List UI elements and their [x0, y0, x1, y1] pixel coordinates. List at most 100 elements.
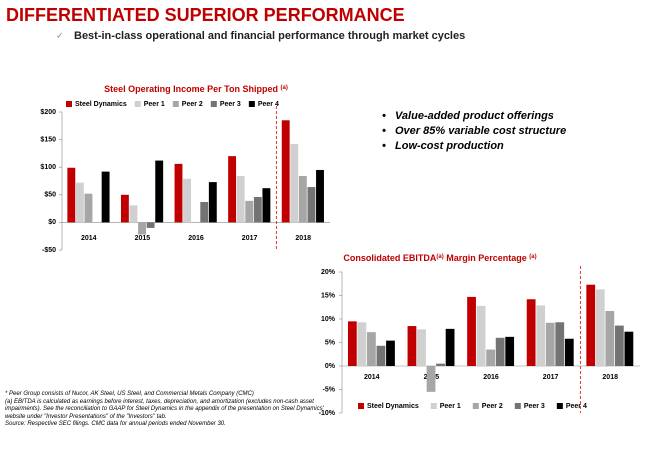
bar [586, 284, 596, 366]
title-text: Margin Percentage [444, 253, 530, 263]
bar [467, 296, 476, 366]
legend-label: Peer 3 [524, 403, 545, 410]
bullet-dot: • [382, 125, 386, 137]
legend-swatch [556, 403, 563, 409]
bar [298, 176, 307, 223]
footnote: (a) EBITDA is calculated as earnings bef… [5, 398, 324, 420]
legend-swatch [430, 403, 437, 409]
bar [367, 332, 376, 366]
legend-label: Steel Dynamics [75, 101, 127, 108]
title-superscript: (a) [529, 254, 536, 260]
x-tick-label: 2014 [364, 374, 380, 381]
bullet: Over 85% variable cost structure [395, 125, 566, 137]
bar [614, 325, 624, 366]
bar [129, 205, 138, 223]
legend-swatch [248, 101, 255, 107]
bar [67, 167, 76, 223]
slide-subtitle: Best-in-class operational and financial … [74, 30, 465, 42]
bar [146, 222, 155, 228]
bar [245, 200, 254, 223]
legend-swatch [210, 101, 217, 107]
y-tick-label: -10% [319, 410, 336, 417]
bar [426, 366, 436, 392]
bar [281, 120, 290, 223]
bar [545, 322, 555, 366]
slide-title: DIFFERENTIATED SUPERIOR PERFORMANCE [6, 5, 405, 25]
bar [84, 193, 93, 223]
footnotes: * Peer Group consists of Nucor, AK Steel… [5, 391, 325, 429]
bar [155, 160, 164, 223]
x-tick-label: 2014 [81, 235, 97, 242]
bar [208, 182, 217, 223]
y-tick-label: 10% [321, 316, 336, 323]
footnote: Source: Respective SEC filings. CMC data… [5, 421, 226, 427]
bar [376, 345, 386, 366]
bar [174, 163, 183, 223]
bar [200, 201, 209, 223]
chart-title: Consolidated EBITDA(a) Margin Percentage… [343, 253, 536, 263]
title-text: Steel Operating Income Per Ton Shipped [104, 84, 280, 94]
bar [357, 322, 367, 366]
title-text: Consolidated EBITDA [343, 253, 437, 263]
bullet: Value-added product offerings [395, 110, 554, 122]
chart-title: Steel Operating Income Per Ton Shipped (… [104, 84, 288, 94]
x-tick-label: 2018 [602, 374, 618, 381]
y-tick-label: 0% [325, 363, 336, 370]
legend-label: Peer 1 [440, 403, 461, 410]
legend-swatch [134, 101, 141, 107]
legend-swatch [66, 101, 72, 107]
footnote: * Peer Group consists of Nucor, AK Steel… [5, 391, 254, 397]
legend-swatch [472, 403, 479, 409]
legend-swatch [514, 403, 521, 409]
y-tick-label: -$50 [42, 247, 56, 254]
bar [564, 338, 574, 366]
bullet-dot: • [382, 110, 386, 122]
bar [253, 197, 262, 223]
bar [290, 144, 299, 223]
x-tick-label: 2017 [543, 374, 559, 381]
legend-label: Peer 2 [482, 403, 503, 410]
legend-label: Peer 1 [144, 101, 165, 108]
bar [316, 169, 324, 223]
bar [495, 337, 505, 366]
legend-label: Peer 2 [182, 101, 203, 108]
x-tick-label: 2016 [188, 235, 204, 242]
bar [307, 187, 316, 223]
bullet-list: • Value-added product offerings • Over 8… [382, 110, 566, 152]
legend-label: Steel Dynamics [367, 403, 419, 410]
y-tick-label: $0 [48, 219, 56, 226]
y-tick-label: 15% [321, 292, 336, 299]
bar [605, 311, 615, 366]
y-tick-label: $200 [40, 109, 56, 116]
title-superscript: (a) [436, 254, 443, 260]
y-tick-label: $50 [44, 192, 56, 199]
y-tick-label: -5% [323, 386, 336, 393]
bar [386, 340, 395, 366]
y-tick-label: 5% [325, 339, 336, 346]
bar [624, 331, 634, 366]
bar [75, 182, 84, 223]
y-tick-label: $150 [40, 136, 56, 143]
bar [476, 305, 486, 366]
bar [555, 322, 565, 366]
legend-label: Peer 4 [258, 101, 279, 108]
bar [347, 321, 357, 366]
x-tick-label: 2015 [135, 235, 151, 242]
legend-swatch [358, 403, 364, 409]
bar [505, 336, 515, 366]
bar [445, 328, 455, 366]
bar [595, 289, 605, 366]
x-tick-label: 2016 [483, 374, 499, 381]
bar [236, 176, 245, 223]
y-tick-label: 20% [321, 269, 336, 276]
bar [417, 329, 426, 366]
bar [536, 305, 546, 366]
bar [138, 222, 147, 235]
bar [120, 194, 129, 223]
check-mark: ✓ [56, 30, 64, 40]
bar [101, 171, 110, 223]
bullet-dot: • [382, 140, 386, 152]
bar [262, 188, 271, 223]
